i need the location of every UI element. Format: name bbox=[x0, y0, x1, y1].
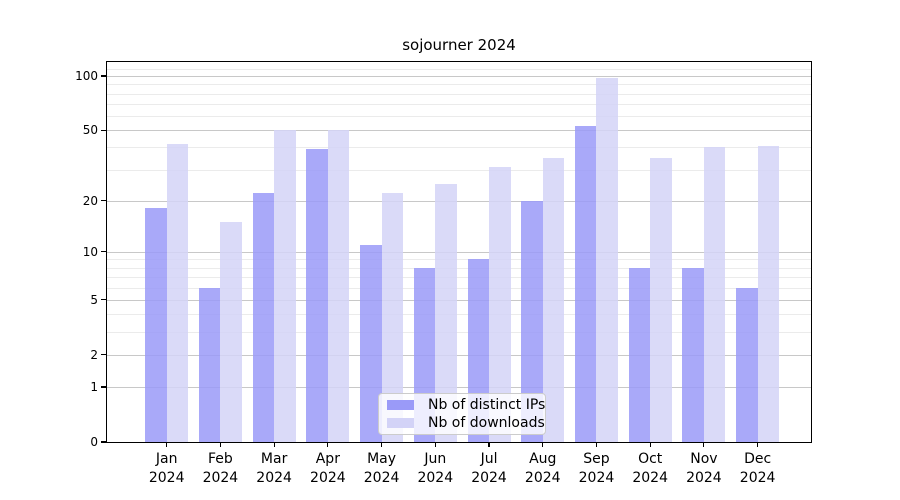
x-tick-mark bbox=[327, 442, 329, 447]
y-tick-label: 1 bbox=[90, 380, 98, 395]
x-tick-mark bbox=[380, 442, 383, 447]
bar-ips-apr bbox=[306, 149, 328, 442]
legend-swatch-ips bbox=[387, 399, 414, 410]
gridline-major bbox=[107, 299, 811, 301]
x-tick-label: Oct 2024 bbox=[632, 451, 668, 486]
y-tick-mark bbox=[101, 251, 106, 253]
x-tick-mark bbox=[595, 442, 598, 447]
y-tick-mark bbox=[101, 441, 106, 443]
x-tick-label: May 2024 bbox=[363, 451, 400, 486]
y-tick-label: 5 bbox=[90, 292, 98, 307]
x-tick-mark bbox=[219, 442, 221, 447]
bar-downloads-jan bbox=[166, 143, 189, 442]
y-tick-mark bbox=[101, 386, 106, 388]
bar-ips-oct bbox=[628, 267, 651, 442]
bar-ips-mar bbox=[252, 193, 275, 442]
x-tick-mark bbox=[488, 442, 490, 447]
y-tick-mark bbox=[101, 75, 106, 77]
bar-downloads-mar bbox=[274, 130, 296, 442]
y-tick-label: 10 bbox=[82, 244, 98, 259]
y-tick-label: 20 bbox=[82, 193, 98, 208]
y-tick-mark bbox=[101, 199, 106, 202]
bar-ips-sep bbox=[574, 125, 597, 442]
legend-item: Nb of downloads bbox=[379, 415, 545, 431]
gridline-major bbox=[107, 387, 811, 389]
x-tick-label: Apr 2024 bbox=[310, 451, 346, 486]
x-tick-mark bbox=[166, 442, 168, 447]
legend: Nb of distinct IPs Nb of downloads bbox=[378, 393, 546, 435]
x-tick-label: Dec 2024 bbox=[739, 451, 776, 486]
gridline-minor bbox=[107, 68, 811, 70]
x-tick-mark bbox=[649, 442, 651, 447]
gridline-major bbox=[107, 130, 811, 132]
x-tick-label: Jan 2024 bbox=[148, 451, 185, 486]
bar-ips-may bbox=[360, 244, 382, 442]
legend-label: Nb of downloads bbox=[428, 415, 545, 432]
x-tick-mark bbox=[542, 442, 544, 447]
gridline-minor bbox=[107, 93, 811, 95]
x-tick-mark bbox=[703, 442, 705, 447]
legend-swatch-downloads bbox=[387, 418, 414, 429]
x-tick-label: Nov 2024 bbox=[686, 451, 722, 486]
gridline-minor bbox=[107, 115, 811, 117]
legend-item: Nb of distinct IPs bbox=[379, 397, 545, 413]
bar-downloads-sep bbox=[596, 78, 618, 442]
gridline-major bbox=[107, 251, 811, 253]
legend-label: Nb of distinct IPs bbox=[428, 396, 546, 413]
x-tick-mark bbox=[757, 442, 759, 447]
y-tick-label: 100 bbox=[75, 69, 98, 83]
gridline-minor bbox=[107, 147, 811, 149]
gridline-major bbox=[107, 200, 811, 202]
plot-area bbox=[107, 62, 811, 442]
bar-downloads-nov bbox=[703, 147, 726, 442]
x-tick-label: Sep 2024 bbox=[578, 451, 615, 486]
bar-downloads-may bbox=[381, 193, 404, 442]
y-tick-label: 0 bbox=[90, 435, 98, 449]
x-tick-label: Jun 2024 bbox=[417, 451, 454, 486]
bar-downloads-aug bbox=[542, 157, 565, 442]
gridline-minor bbox=[107, 314, 811, 316]
x-tick-label: Aug 2024 bbox=[524, 451, 561, 486]
x-tick-label: Mar 2024 bbox=[256, 451, 292, 486]
gridline-minor bbox=[107, 277, 811, 279]
gridline-major bbox=[107, 354, 811, 356]
bar-downloads-jun bbox=[435, 183, 457, 442]
bar-downloads-feb bbox=[220, 222, 242, 442]
x-tick-label: Jul 2024 bbox=[471, 451, 507, 486]
x-tick-label: Feb 2024 bbox=[202, 451, 239, 486]
gridline-minor bbox=[107, 169, 811, 171]
bar-ips-feb bbox=[198, 287, 221, 442]
bar-downloads-apr bbox=[327, 130, 350, 442]
gridline-minor bbox=[107, 267, 811, 269]
y-tick-mark bbox=[101, 354, 106, 356]
bar-ips-dec bbox=[736, 287, 758, 442]
gridline-minor bbox=[107, 259, 811, 261]
gridline-major bbox=[107, 76, 811, 77]
bar-ips-jan bbox=[145, 208, 167, 442]
bar-downloads-jul bbox=[489, 167, 511, 442]
gridline-minor bbox=[107, 84, 811, 86]
y-tick-label: 50 bbox=[82, 123, 98, 138]
bar-downloads-oct bbox=[650, 157, 672, 442]
x-tick-mark bbox=[434, 442, 436, 447]
y-tick-label: 2 bbox=[90, 347, 98, 362]
gridline-minor bbox=[107, 332, 811, 334]
y-tick-mark bbox=[101, 299, 106, 301]
bar-ips-aug bbox=[521, 200, 543, 442]
gridline-minor bbox=[107, 287, 811, 289]
y-tick-mark bbox=[101, 129, 106, 131]
bar-downloads-dec bbox=[757, 145, 780, 442]
chart-title: sojourner 2024 bbox=[402, 36, 516, 54]
x-tick-mark bbox=[273, 442, 275, 447]
gridline-minor bbox=[107, 103, 811, 105]
bar-ips-nov bbox=[682, 267, 704, 442]
